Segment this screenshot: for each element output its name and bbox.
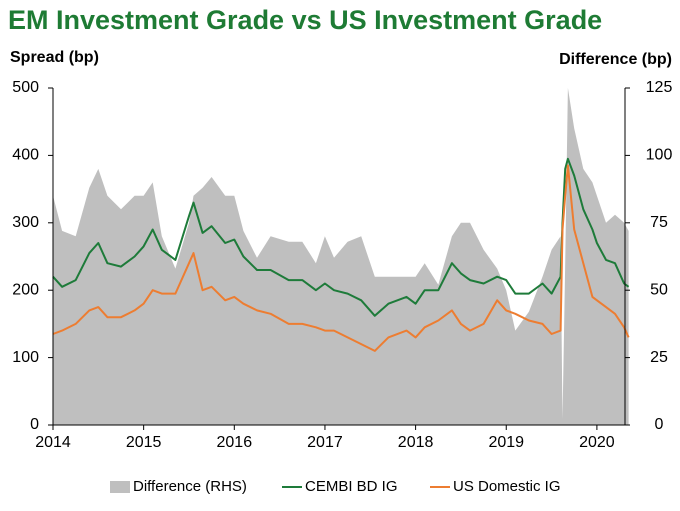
legend: Difference (RHS) CEMBI BD IG US Domestic I… [110, 478, 561, 495]
legend-label: US Domestic IG [453, 478, 561, 495]
y2-tick-label: 100 [646, 147, 673, 164]
area [53, 88, 629, 425]
y-tick-label: 200 [12, 281, 39, 298]
y-tick-label: 0 [30, 416, 39, 433]
x-tick-label: 2016 [217, 434, 253, 451]
x-tick-label: 2017 [307, 434, 343, 451]
y-tick-label: 400 [12, 147, 39, 164]
legend-swatch [110, 481, 130, 493]
y2-tick-label: 25 [650, 349, 668, 366]
chart-title: EM Investment Grade vs US Investment Gra… [8, 5, 602, 35]
y2-axis-label: Difference (bp) [559, 51, 672, 68]
line [52, 164, 630, 352]
y2-tick-label: 0 [655, 416, 664, 433]
y2-tick-label: 75 [650, 214, 668, 231]
x-tick-label: 2015 [126, 434, 162, 451]
x-tick-label: 2018 [398, 434, 434, 451]
y-axis-label: Spread (bp) [10, 49, 99, 66]
y2-tick-label: 125 [646, 79, 673, 96]
line [52, 157, 630, 317]
legend-label: CEMBI BD IG [305, 478, 398, 495]
plot-area [52, 88, 630, 425]
y2-tick-label: 50 [650, 281, 668, 298]
x-tick-label: 2020 [579, 434, 615, 451]
y-tick-label: 500 [12, 79, 39, 96]
y-tick-label: 300 [12, 214, 39, 231]
legend-label: Difference (RHS) [133, 478, 247, 495]
x-tick-label: 2014 [35, 434, 71, 451]
x-tick-label: 2019 [488, 434, 524, 451]
y-tick-label: 100 [12, 349, 39, 366]
